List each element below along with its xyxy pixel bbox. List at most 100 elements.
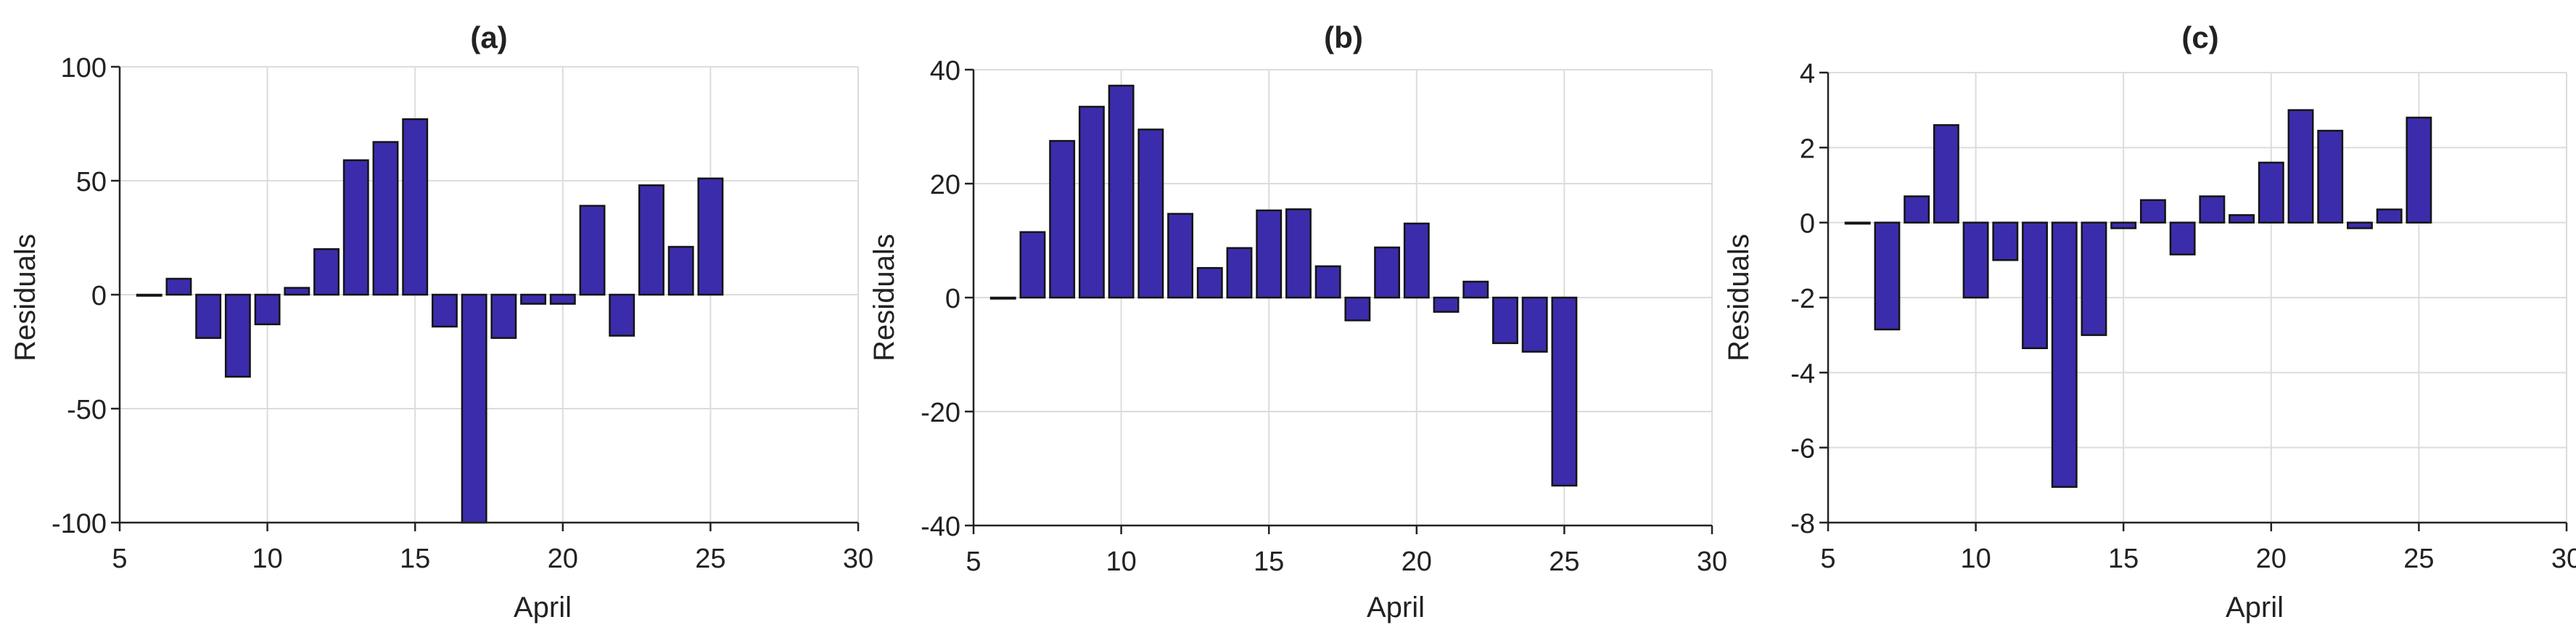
y-tick-label: 2 (1800, 134, 1815, 164)
bar (667, 245, 694, 296)
x-tick-label: 15 (1254, 547, 1284, 577)
bar (2081, 221, 2107, 336)
panel-c-ylabel: Residuals (1723, 234, 1755, 361)
bar (1344, 296, 1371, 322)
bar (254, 293, 281, 326)
x-tick-label: 20 (548, 544, 578, 574)
bar (1256, 209, 1283, 299)
bar (1374, 246, 1401, 299)
bar (2199, 195, 2226, 224)
bar (1226, 247, 1253, 299)
bar (313, 248, 340, 296)
bar (342, 159, 369, 296)
bar (1992, 221, 2019, 261)
y-tick-label: 100 (61, 53, 107, 83)
bar (609, 293, 635, 337)
y-tick-label: -8 (1790, 509, 1815, 539)
panel-a: (a) Residuals April -100 -50 0 50 100 5 10 15 20… (9, 20, 873, 623)
x-tick-label: 5 (1820, 544, 1835, 574)
panel-a-ylabel: Residuals (9, 234, 41, 361)
y-tick-label: -4 (1790, 359, 1815, 389)
bar (2406, 116, 2432, 224)
bar (1078, 105, 1105, 299)
bar (1933, 124, 1959, 224)
bar (1167, 213, 1193, 299)
bar (1314, 265, 1341, 299)
x-tick-label: 25 (695, 544, 725, 574)
bar (165, 277, 192, 296)
x-tick-label: 15 (400, 544, 430, 574)
x-tick-label: 30 (1697, 547, 1727, 577)
x-tick-label: 20 (1402, 547, 1432, 577)
bar (1551, 296, 1578, 487)
bar (2376, 208, 2403, 224)
y-tick-label: -50 (67, 395, 107, 425)
bar (2229, 214, 2255, 224)
panel-c: (c) Residuals April -8 -6 -4 -2 0 2 4 5 10 15 20 25… (1723, 20, 2576, 623)
panel-c-xlabel: April (2226, 592, 2284, 623)
x-tick-label: 5 (112, 544, 127, 574)
bar (1962, 221, 1989, 299)
bar (195, 293, 222, 339)
bar (2317, 129, 2344, 224)
panel-b-xlabel: April (1367, 592, 1425, 623)
panel-b: (b) Residuals April -40 -20 0 20 40 5 10 15 20 25… (868, 20, 1727, 623)
x-tick-label: 20 (2256, 544, 2287, 574)
y-tick-label: -40 (921, 512, 960, 542)
bar (1108, 84, 1135, 299)
x-tick-label: 10 (1960, 544, 1991, 574)
bar (1844, 221, 1871, 225)
panel-a-title: (a) (470, 20, 507, 54)
y-tick-label: -20 (921, 398, 960, 428)
panel-a-xlabel: April (514, 592, 572, 623)
bar (431, 293, 458, 328)
bar (1433, 296, 1460, 313)
bar (1403, 222, 1430, 299)
bar (579, 205, 606, 296)
panel-b-plot-area: -40 -20 0 20 40 5 10 15 20 25 30 (921, 56, 1727, 577)
bar (520, 293, 547, 305)
y-tick-label: 4 (1800, 59, 1815, 89)
x-tick-label: 30 (843, 544, 873, 574)
bar (372, 141, 399, 296)
bar (136, 293, 162, 297)
bar (2258, 161, 2284, 224)
bar (638, 184, 664, 296)
y-tick-label: 20 (930, 170, 960, 200)
bar (2022, 221, 2048, 349)
x-tick-label: 30 (2551, 544, 2576, 574)
panel-b-title: (b) (1324, 20, 1363, 54)
bar (2051, 221, 2078, 488)
bar (402, 118, 429, 296)
bar (1049, 139, 1076, 299)
bar (2110, 221, 2137, 229)
bar (549, 293, 576, 305)
bar (1019, 231, 1046, 299)
panel-c-plot-area: -8 -6 -4 -2 0 2 4 5 10 15 20 25 30 (1790, 59, 2576, 574)
x-tick-label: 10 (1106, 547, 1136, 577)
bar (461, 293, 487, 524)
y-tick-label: 40 (930, 56, 960, 86)
x-tick-label: 15 (2108, 544, 2139, 574)
panel-a-plot-area: -100 -50 0 50 100 5 10 15 20 25 30 (52, 53, 873, 574)
y-tick-label: 50 (76, 167, 107, 197)
x-tick-label: 10 (252, 544, 282, 574)
bar (2169, 221, 2196, 255)
bar (989, 296, 1016, 300)
bar (2139, 199, 2166, 224)
bar (1285, 208, 1312, 299)
bar (490, 293, 517, 339)
bar (224, 293, 251, 378)
y-tick-label: 0 (1800, 209, 1815, 240)
panel-b-ylabel: Residuals (868, 234, 900, 361)
y-tick-label: 0 (91, 281, 107, 311)
x-tick-label: 25 (2403, 544, 2434, 574)
bar (1137, 128, 1164, 299)
y-tick-label: -100 (52, 509, 107, 539)
x-tick-label: 5 (966, 547, 981, 577)
bar (1874, 221, 1901, 331)
bar (1492, 296, 1518, 345)
bar (1904, 195, 1930, 224)
bar (1521, 296, 1548, 353)
